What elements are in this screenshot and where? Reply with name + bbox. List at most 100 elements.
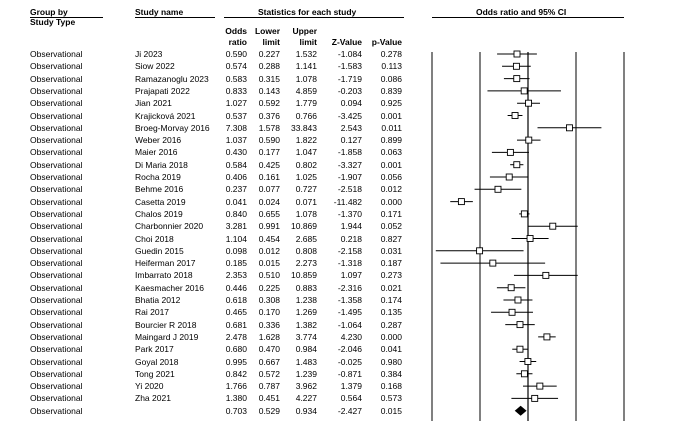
lower-limit-cell: 0.227 [258,49,280,59]
study-name-cell: Charbonnier 2020 [135,221,204,232]
study-name-cell: Zha 2021 [135,393,171,404]
odds-ratio-cell: 0.995 [225,356,247,367]
study-name-cell: Broeg-Morvay 2016 [135,122,210,133]
upper-limit-cell: 1.141 [295,61,317,72]
study-name-cell: Prajapati 2022 [135,85,190,96]
z-value-cell: -11.482 [333,196,362,207]
upper-limit-cell: 0.071 [295,196,317,207]
p-value-cell: 0.012 [380,184,402,195]
odds-ratio-cell: 0.840 [225,208,247,219]
group-by-header: Group by [30,7,68,17]
lower-limit-cell: 0.470 [258,344,280,355]
study-type-cell: Observational [30,73,83,84]
z-value-cell: 1.097 [340,270,362,281]
study-type-cell: Observational [30,85,83,96]
upper-limit-cell: 0.883 [295,282,317,293]
z-value-cell: -1.907 [337,172,362,182]
study-type-cell: Observational [30,98,83,109]
study-point [494,185,502,193]
upper-limit-cell: 1.239 [295,368,317,379]
z-value-cell: 0.094 [340,98,362,109]
upper-limit-cell: 1.269 [295,307,317,318]
lower-limit-cell: 0.529 [258,405,280,416]
plot-title-underline [432,17,624,18]
study-name-cell: Ramazanoglu 2023 [135,73,209,84]
p-value-cell: 0.187 [380,258,402,269]
odds-ratio-cell: 3.281 [225,221,247,232]
z-value-cell: -3.425 [337,110,362,121]
p-value-cell: 0.000 [380,331,402,342]
odds-ratio-cell: 0.446 [225,282,247,293]
study-name-cell: Rocha 2019 [135,172,181,182]
study-point [457,198,465,206]
study-point [520,370,528,378]
p-value-cell: 0.015 [380,405,402,416]
study-name-cell: Krajicková 2021 [135,110,196,121]
lower-limit-cell: 0.143 [258,85,280,96]
study-point [520,87,528,95]
study-type-cell: Observational [30,122,83,133]
study-type-cell: Observational [30,49,83,59]
z-value-cell: 1.944 [340,221,362,232]
z-value-cell: -2.427 [337,405,362,416]
lower-limit-cell: 0.012 [258,245,280,256]
upper-limit-cell: 3.774 [295,331,317,342]
p-value-cell: 0.174 [380,295,402,305]
study-name-cell: Bhatia 2012 [135,295,181,305]
upper-limit-cell: 2.685 [295,233,317,244]
lower-limit-cell: 0.288 [258,61,280,72]
odds-ratio-cell: 0.041 [225,196,247,207]
odds-ratio-cell: 0.703 [225,405,247,416]
z-value-cell: -2.316 [337,282,362,293]
study-name-cell: Yi 2020 [135,381,164,392]
study-name-cell: Weber 2016 [135,135,182,146]
study-point [516,321,524,329]
study-type-cell: Observational [30,184,83,195]
lower-limit-cell: 0.170 [258,307,280,318]
lower-limit-cell: 0.308 [258,295,280,305]
study-name-cell: Tong 2021 [135,368,175,379]
lower-limit-cell: 0.787 [258,381,280,392]
lower-limit-cell: 0.510 [258,270,280,281]
lower-limit-cell: 0.590 [258,135,280,146]
lower-limit-cell: 0.454 [258,233,280,244]
study-name-cell: Goyal 2018 [135,356,179,367]
upper-limit-cell: 0.766 [295,110,317,121]
study-point [513,75,521,83]
study-type-cell: Observational [30,147,83,158]
p-value-cell: 0.113 [381,61,402,72]
z-value-cell: -1.858 [337,147,362,158]
odds-ratio-header-line1: Odds [225,26,247,36]
study-point [543,333,551,341]
odds-ratio-cell: 0.098 [225,245,247,256]
p-value-cell: 0.031 [380,245,402,256]
p-value-cell: 0.063 [380,147,402,158]
z-value-header: Z-Value [331,37,362,47]
study-type-header: Study Type [30,17,76,27]
study-name-cell: Maier 2016 [135,147,178,158]
lower-limit-cell: 0.225 [258,282,280,293]
study-point [549,222,557,230]
upper-limit-header-line1: Upper [292,26,317,36]
z-value-cell: 1.379 [340,381,362,392]
p-value-cell: 0.273 [380,270,402,281]
p-value-cell: 0.001 [380,110,402,121]
study-point [508,308,516,316]
lower-limit-cell: 0.161 [258,172,280,182]
study-point [526,235,534,242]
z-value-cell: -1.583 [337,61,362,72]
z-value-cell: -0.025 [337,356,362,367]
odds-ratio-header-line2: ratio [228,37,247,47]
z-value-cell: -2.518 [337,184,362,195]
p-value-cell: 0.052 [380,221,402,232]
study-type-cell: Observational [30,172,83,182]
lower-limit-cell: 0.336 [258,319,280,330]
p-value-cell: 0.827 [380,233,402,244]
p-value-cell: 0.011 [381,122,402,133]
lower-limit-header-line2: limit [262,37,280,47]
z-value-cell: -1.318 [337,258,362,269]
upper-limit-cell: 0.727 [295,184,317,195]
lower-limit-cell: 0.572 [258,368,280,379]
study-type-cell: Observational [30,405,83,416]
